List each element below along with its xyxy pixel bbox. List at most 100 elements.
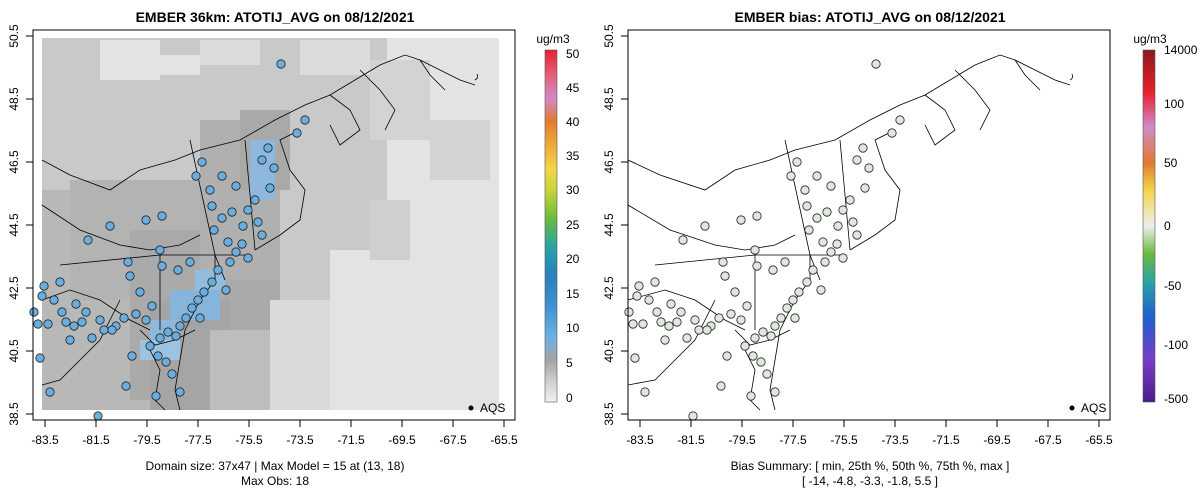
- obs-site-marker: [161, 357, 171, 367]
- bias-site-marker: [768, 265, 778, 275]
- right-panel: EMBER bias: ATOTIJ_AVG on 08/12/2021 AQS: [602, 9, 1198, 488]
- bias-site-marker: [776, 313, 786, 323]
- obs-site-marker: [265, 183, 275, 193]
- right-colorbar-label: -100: [1164, 338, 1188, 352]
- right-x-tick: -79.5: [728, 433, 756, 447]
- left-legend-aqs-label: AQS: [480, 401, 505, 415]
- bias-site-marker: [688, 411, 698, 421]
- obs-site-marker: [217, 171, 227, 181]
- bias-site-marker: [822, 207, 832, 217]
- obs-site-marker: [141, 315, 151, 325]
- obs-site-marker: [71, 299, 81, 309]
- bias-site-marker: [864, 163, 874, 173]
- bias-site-marker: [720, 271, 730, 281]
- bias-site-marker: [802, 277, 812, 287]
- obs-site-marker: [131, 309, 141, 319]
- obs-site-marker: [83, 235, 93, 245]
- obs-site-marker: [292, 128, 302, 138]
- obs-site-marker: [61, 317, 71, 327]
- obs-site-marker: [107, 325, 117, 335]
- left-y-axis: 38.5 40.5 42.5 44.5 46.5 48.5 50.5: [7, 24, 33, 426]
- bias-site-marker: [726, 309, 736, 319]
- right-colorbar-unit: ug/m3: [1133, 32, 1167, 46]
- obs-site-marker: [185, 257, 195, 267]
- bias-site-marker: [790, 313, 800, 323]
- obs-site-marker: [276, 59, 286, 69]
- right-x-tick: -69.5: [983, 433, 1011, 447]
- bias-site-marker: [676, 307, 686, 317]
- bias-site-marker: [832, 239, 842, 249]
- right-y-tick: 44.5: [602, 213, 616, 237]
- left-panel: EMBER 36km: ATOTIJ_AVG on 08/12/2021: [7, 9, 580, 488]
- obs-site-marker: [35, 353, 45, 363]
- bias-site-marker: [852, 155, 862, 165]
- bias-site-marker: [672, 317, 682, 327]
- bias-site-marker: [848, 217, 858, 227]
- obs-site-marker: [93, 411, 103, 421]
- bias-site-marker: [770, 321, 780, 331]
- obs-site-marker: [243, 253, 253, 263]
- bias-site-marker: [650, 277, 660, 287]
- obs-site-marker: [147, 301, 157, 311]
- bias-site-marker: [858, 143, 868, 153]
- obs-site-marker: [155, 333, 165, 343]
- left-colorbar-label: 5: [566, 356, 573, 370]
- obs-site-marker: [205, 185, 215, 195]
- bias-site-marker: [756, 357, 766, 367]
- obs-site-marker: [105, 221, 115, 231]
- bias-site-marker: [860, 183, 870, 193]
- bias-site-marker: [716, 381, 726, 391]
- right-colorbar-label: -50: [1164, 279, 1182, 293]
- bias-site-marker: [788, 295, 798, 305]
- obs-site-marker: [300, 115, 310, 125]
- right-x-tick: -83.5: [626, 433, 654, 447]
- obs-site-marker: [99, 325, 109, 335]
- right-y-tick: 48.5: [602, 87, 616, 111]
- bias-site-marker: [845, 195, 855, 205]
- right-colorbar: [1142, 49, 1156, 403]
- right-bias-markers: [624, 59, 905, 421]
- left-colorbar-label: 30: [566, 183, 580, 197]
- obs-site-marker: [195, 313, 205, 323]
- bias-site-marker: [740, 341, 750, 351]
- right-colorbar-label: 0: [1164, 219, 1171, 233]
- left-x-tick: -71.5: [337, 433, 365, 447]
- bias-site-marker: [780, 257, 790, 267]
- obs-site-marker: [151, 391, 161, 401]
- left-y-tick: 38.5: [7, 402, 21, 426]
- obs-site-marker: [269, 163, 279, 173]
- right-x-tick: -67.5: [1034, 433, 1062, 447]
- obs-site-marker: [141, 215, 151, 225]
- bias-site-marker: [833, 221, 843, 231]
- bias-site-marker: [816, 285, 826, 295]
- right-y-tick: 50.5: [602, 24, 616, 48]
- left-x-tick: -77.5: [184, 433, 212, 447]
- bias-site-marker: [714, 313, 724, 323]
- obs-site-marker: [157, 211, 167, 221]
- obs-site-marker: [207, 277, 217, 287]
- bias-site-marker: [794, 287, 804, 297]
- obs-site-marker: [193, 295, 203, 305]
- left-x-tick: -75.5: [235, 433, 263, 447]
- left-panel-title: EMBER 36km: ATOTIJ_AVG on 08/12/2021: [136, 9, 415, 25]
- obs-site-marker: [243, 205, 253, 215]
- obs-site-marker: [209, 225, 219, 235]
- bias-site-marker: [750, 245, 760, 255]
- obs-site-marker: [217, 213, 227, 223]
- left-x-tick: -81.5: [82, 433, 110, 447]
- left-colorbar-label: 50: [566, 47, 580, 61]
- left-colorbar-label: 40: [566, 115, 580, 129]
- obs-site-marker: [87, 333, 97, 343]
- bias-site-marker: [722, 351, 732, 361]
- bias-site-marker: [818, 237, 828, 247]
- bias-site-marker: [656, 317, 666, 327]
- right-y-tick: 40.5: [602, 339, 616, 363]
- bias-site-marker: [895, 115, 905, 125]
- left-footer-line2: Max Obs: 18: [241, 474, 309, 488]
- left-footer-line1: Domain size: 37x47 | Max Model = 15 at (…: [146, 459, 405, 473]
- left-x-tick: -65.5: [490, 433, 518, 447]
- bias-site-marker: [694, 325, 704, 335]
- bias-site-marker: [736, 215, 746, 225]
- bias-site-marker: [812, 213, 822, 223]
